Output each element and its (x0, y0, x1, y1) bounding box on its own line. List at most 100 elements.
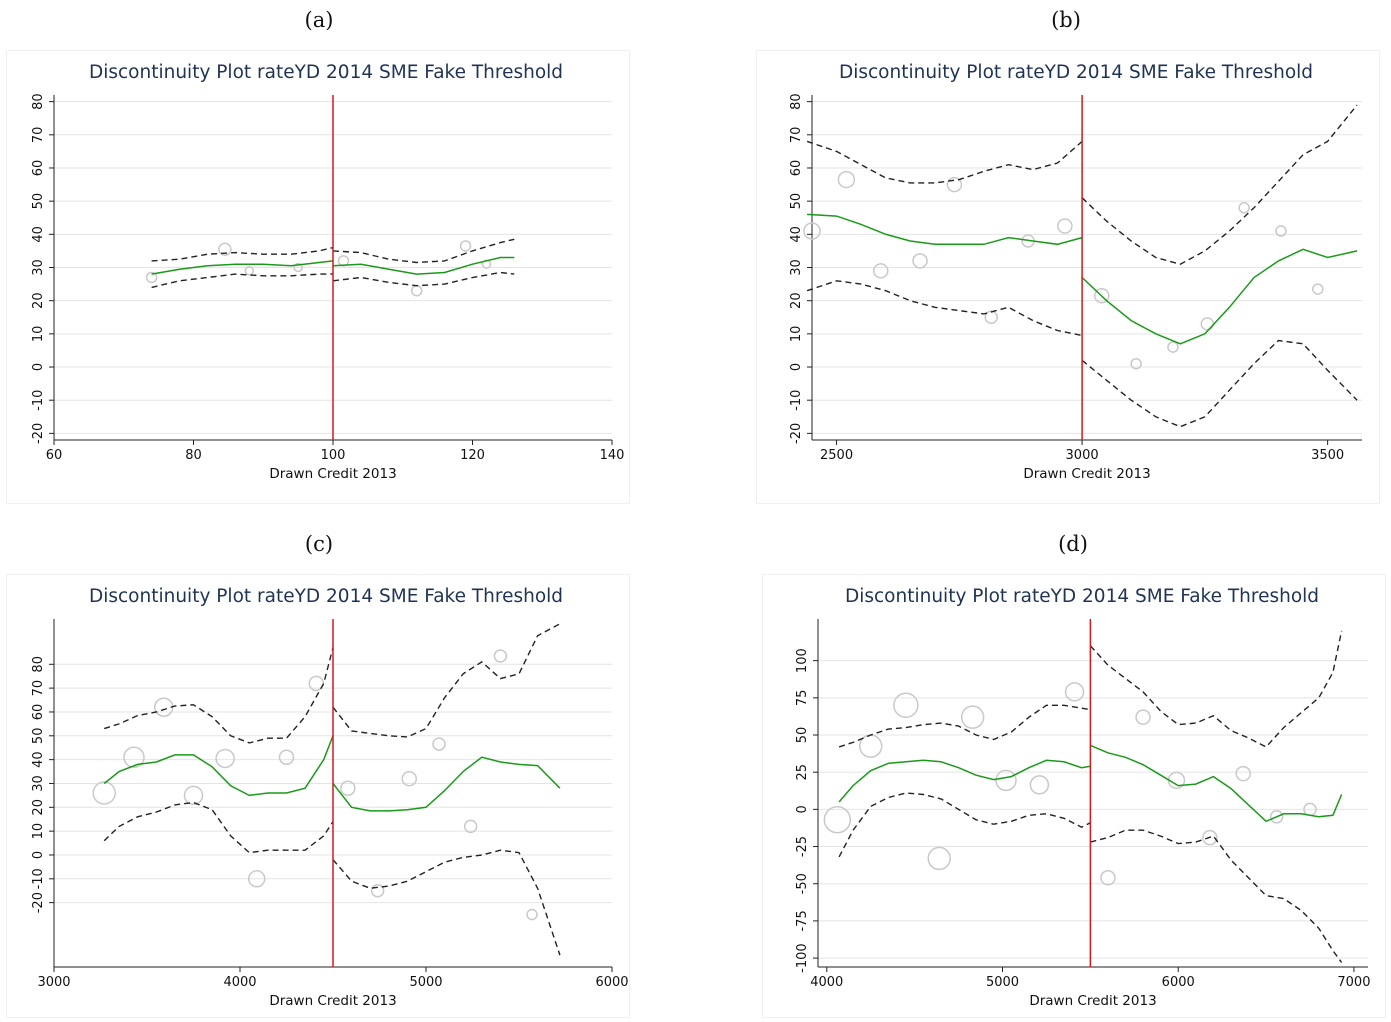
scatter-point (1312, 283, 1324, 295)
ci-upper-line (103, 647, 334, 744)
scatter-point (1093, 287, 1110, 304)
ci-upper-line (151, 246, 334, 262)
y-tick-label: 60 (31, 160, 46, 177)
scatter-point (215, 748, 235, 769)
scatter-point (1057, 218, 1073, 234)
ci-upper-line (806, 140, 1083, 184)
scatter-point (526, 908, 538, 921)
fit-line (807, 213, 1083, 246)
fit-line (1090, 744, 1343, 823)
scatter-point (1029, 775, 1050, 795)
discontinuity-chart-c: Discontinuity Plot rateYD 2014 SME Fake … (31, 586, 629, 1009)
scatter-point (1269, 810, 1284, 824)
panel-label-c: (c) (304, 532, 334, 556)
y-tick-label: 10 (31, 823, 46, 840)
x-tick-label: 100 (321, 448, 346, 463)
scatter-point (1100, 870, 1116, 886)
y-tick-label: 100 (795, 648, 810, 673)
x-tick-label: 6000 (1162, 975, 1195, 990)
fit-line (332, 756, 561, 812)
chart-panel-a: Discontinuity Plot rateYD 2014 SME Fake … (6, 50, 630, 504)
y-tick-label: 60 (31, 704, 46, 721)
scatter-point (183, 785, 204, 806)
y-tick-label: 50 (789, 193, 804, 210)
scatter-point (1275, 225, 1287, 237)
x-tick-label: 6000 (595, 975, 628, 990)
x-axis-title: Drawn Credit 2013 (269, 993, 396, 1009)
scatter-point (960, 705, 985, 729)
y-tick-label: -25 (795, 836, 810, 857)
chart-panel-d: Discontinuity Plot rateYD 2014 SME Fake … (762, 574, 1386, 1018)
y-tick-label: 50 (31, 728, 46, 745)
y-tick-label: 10 (789, 326, 804, 343)
scatter-point (340, 780, 356, 796)
x-tick-label: 3000 (1066, 448, 1099, 463)
scatter-point (893, 692, 919, 719)
y-tick-label: 20 (31, 799, 46, 816)
y-tick-label: -20 (31, 892, 46, 913)
y-tick-label: 80 (789, 93, 804, 110)
panel-label-a: (a) (304, 8, 334, 32)
ci-lower-line (151, 273, 333, 289)
ci-upper-line (332, 238, 515, 264)
chart-title: Discontinuity Plot rateYD 2014 SME Fake … (845, 586, 1319, 607)
scatter-point (873, 263, 889, 279)
y-tick-label: -10 (31, 390, 46, 411)
y-tick-label: 0 (31, 851, 46, 859)
scatter-point (1238, 202, 1250, 214)
y-tick-label: 40 (31, 226, 46, 243)
scatter-point (912, 253, 928, 269)
fit-line (332, 256, 515, 275)
discontinuity-chart-b: Discontinuity Plot rateYD 2014 SME Fake … (789, 62, 1362, 482)
chart-panel-b: Discontinuity Plot rateYD 2014 SME Fake … (756, 50, 1380, 504)
ci-lower-line (103, 801, 334, 854)
scatter-point (463, 819, 478, 834)
y-tick-label: 70 (31, 127, 46, 144)
scatter-point (293, 262, 303, 273)
ci-upper-line (1089, 630, 1343, 748)
chart-title: Discontinuity Plot rateYD 2014 SME Fake … (89, 586, 563, 607)
y-tick-label: 0 (795, 805, 810, 813)
x-tick-label: 4000 (223, 975, 256, 990)
fit-line (103, 735, 334, 797)
scatter-point (432, 737, 446, 751)
scatter-point (984, 310, 998, 325)
y-tick-label: -20 (789, 423, 804, 444)
scatter-point (247, 870, 266, 888)
x-tick-label: 3500 (1311, 448, 1344, 463)
x-tick-label: 80 (185, 448, 202, 463)
x-tick-label: 60 (46, 448, 63, 463)
scatter-point (410, 284, 423, 297)
scatter-point (803, 222, 821, 240)
y-tick-label: 40 (31, 751, 46, 768)
scatter-point (1200, 317, 1215, 331)
scatter-point (218, 242, 232, 257)
scatter-point (1064, 682, 1085, 702)
y-tick-label: 50 (795, 727, 810, 744)
y-tick-label: 80 (31, 656, 46, 673)
y-tick-label: 30 (31, 775, 46, 792)
y-tick-label: 80 (31, 93, 46, 110)
scatter-point (1135, 709, 1151, 725)
y-tick-label: -10 (31, 868, 46, 889)
scatter-point (493, 649, 508, 663)
x-tick-label: 120 (460, 448, 485, 463)
x-tick-label: 5000 (409, 975, 442, 990)
x-tick-label: 5000 (986, 975, 1019, 990)
y-tick-label: 60 (789, 160, 804, 177)
ci-lower-line (332, 849, 561, 956)
ci-upper-line (332, 623, 561, 738)
scatter-point (370, 883, 385, 898)
y-tick-label: 0 (31, 363, 46, 371)
discontinuity-chart-a: Discontinuity Plot rateYD 2014 SME Fake … (31, 62, 624, 482)
ci-lower-line (838, 792, 1091, 858)
y-tick-label: -75 (795, 910, 810, 931)
scatter-point (1235, 765, 1251, 782)
x-axis-title: Drawn Credit 2013 (1023, 466, 1150, 482)
ci-lower-line (806, 280, 1083, 337)
x-tick-label: 2500 (820, 448, 853, 463)
scatter-point (153, 697, 174, 717)
y-tick-label: 20 (31, 292, 46, 309)
chart-title: Discontinuity Plot rateYD 2014 SME Fake … (839, 62, 1313, 83)
y-tick-label: 25 (795, 764, 810, 781)
